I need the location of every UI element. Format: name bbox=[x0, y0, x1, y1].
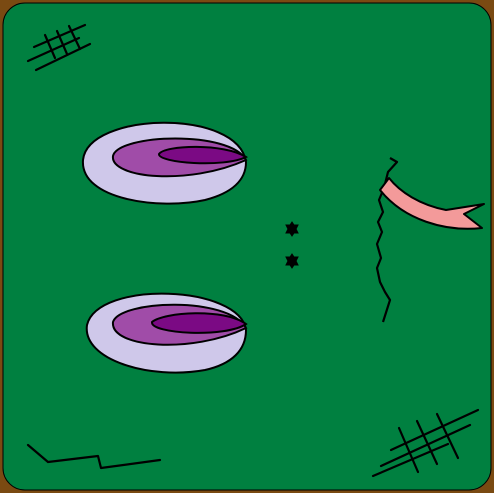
flag-icon[interactable] bbox=[379, 177, 485, 230]
dot-icon bbox=[285, 221, 299, 237]
zigzag-icon bbox=[26, 443, 162, 470]
crack-icon bbox=[375, 157, 399, 323]
dot-icon bbox=[285, 253, 299, 269]
hash-scratch-icon bbox=[371, 408, 480, 478]
pod-icon[interactable] bbox=[81, 121, 249, 205]
pod-icon[interactable] bbox=[85, 292, 248, 374]
hash-scratch-icon bbox=[26, 23, 92, 72]
